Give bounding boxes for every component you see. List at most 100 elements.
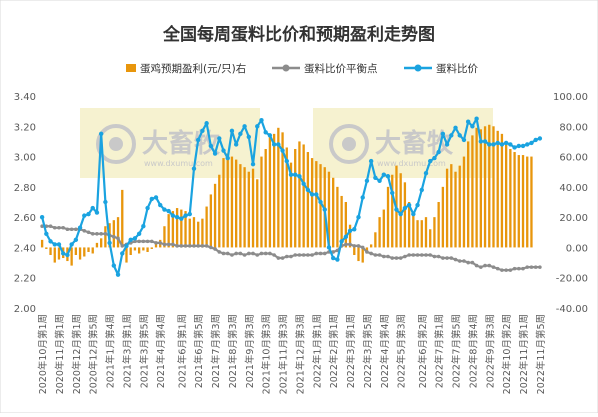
profit-bar bbox=[361, 247, 364, 263]
line-breakeven-point bbox=[116, 236, 120, 241]
line-ratio-point bbox=[82, 213, 87, 218]
profit-bar bbox=[521, 155, 525, 248]
line-breakeven-point bbox=[234, 251, 238, 256]
profit-bar bbox=[429, 229, 432, 248]
line-breakeven-point bbox=[500, 268, 504, 272]
line-breakeven-point bbox=[57, 225, 61, 230]
profit-bar bbox=[197, 221, 200, 248]
y-right-tick-label: -40.00 bbox=[556, 304, 588, 315]
line-ratio-point bbox=[444, 142, 450, 147]
line-ratio-point bbox=[347, 228, 353, 233]
profit-bar bbox=[256, 179, 259, 248]
profit-bar bbox=[234, 159, 238, 248]
line-breakeven-point bbox=[310, 253, 314, 257]
bars-profit bbox=[40, 124, 533, 266]
profit-bar bbox=[251, 168, 255, 248]
line-breakeven-point bbox=[187, 244, 192, 248]
line-ratio-point bbox=[525, 142, 530, 147]
line-breakeven-point bbox=[538, 265, 542, 269]
x-tick-label: 2021年11月第3周 bbox=[278, 314, 290, 394]
profit-bar bbox=[357, 247, 360, 262]
line-breakeven-point bbox=[242, 253, 247, 257]
profit-bar bbox=[268, 136, 272, 248]
line-breakeven-point bbox=[318, 251, 323, 256]
x-tick-label: 2020年12月第5周 bbox=[88, 314, 100, 394]
line-ratio-point bbox=[487, 142, 492, 147]
line-ratio-point bbox=[115, 272, 121, 277]
profit-bar bbox=[517, 155, 520, 248]
x-tick-label: 2022年7月第5周 bbox=[451, 314, 463, 388]
line-breakeven-point bbox=[204, 244, 209, 248]
line-breakeven-point bbox=[272, 253, 276, 257]
profit-bar bbox=[332, 177, 335, 248]
line-ratio-point bbox=[415, 202, 420, 208]
profit-bar bbox=[420, 220, 423, 248]
x-tick-label: 2021年9月第3周 bbox=[244, 314, 256, 388]
x-tick-label: 2020年12月第1周 bbox=[71, 314, 83, 394]
profit-bar bbox=[100, 238, 103, 248]
profit-bar bbox=[441, 186, 445, 248]
line-breakeven-point bbox=[441, 256, 445, 260]
line-breakeven-point bbox=[487, 263, 492, 268]
profit-bar bbox=[184, 211, 187, 248]
line-ratio-point bbox=[136, 231, 142, 236]
line-breakeven-point bbox=[386, 254, 390, 259]
line-ratio-point bbox=[301, 181, 306, 187]
line-ratio-point bbox=[432, 155, 437, 161]
profit-bar bbox=[513, 152, 516, 248]
line-breakeven-point bbox=[508, 268, 513, 272]
chart-title: 全国每周蛋料比价和预期盈利走势图 bbox=[162, 24, 435, 45]
y-right-tick-label: 100.00 bbox=[553, 92, 588, 103]
profit-bar bbox=[95, 242, 99, 248]
line-ratio-point bbox=[465, 119, 471, 124]
x-tick-label: 2022年1月第1周 bbox=[311, 314, 323, 388]
line-breakeven-point bbox=[390, 256, 395, 260]
profit-bar bbox=[277, 127, 280, 248]
line-ratio-point bbox=[411, 211, 416, 217]
x-tick-label: 2021年3月第1周 bbox=[121, 314, 133, 388]
line-breakeven-point bbox=[141, 239, 146, 244]
line-ratio-point bbox=[39, 214, 45, 220]
line-ratio-point bbox=[537, 136, 543, 141]
line-breakeven-point bbox=[453, 257, 458, 262]
profit-bar bbox=[57, 247, 61, 260]
profit-bar bbox=[327, 171, 331, 248]
profit-bar bbox=[310, 158, 314, 248]
line-breakeven-point bbox=[209, 245, 213, 250]
y-left-tick-label: 3.40 bbox=[14, 92, 36, 103]
profit-bar bbox=[391, 174, 394, 248]
x-tick-label: 2021年3月第5周 bbox=[138, 314, 150, 388]
line-breakeven-point bbox=[99, 232, 103, 236]
line-ratio-point bbox=[470, 124, 475, 129]
profit-bar bbox=[272, 133, 276, 248]
line-ratio-point bbox=[394, 207, 399, 212]
line-breakeven-point bbox=[398, 256, 403, 260]
profit-bar bbox=[424, 217, 428, 248]
line-ratio-point bbox=[461, 137, 467, 143]
line-ratio-point bbox=[419, 187, 424, 193]
line-ratio-point bbox=[200, 128, 205, 134]
line-breakeven-point bbox=[314, 251, 319, 256]
line-breakeven-point bbox=[360, 245, 365, 250]
line-ratio-point bbox=[335, 257, 340, 262]
x-tick-label: 2021年10月第3周 bbox=[261, 314, 273, 394]
line-ratio-point bbox=[162, 207, 167, 212]
line-breakeven-point bbox=[516, 266, 521, 271]
legend-swatch-bar bbox=[126, 64, 136, 72]
profit-bar bbox=[496, 130, 499, 248]
profit-bar bbox=[125, 247, 128, 263]
profit-bar bbox=[230, 156, 234, 248]
profit-bar bbox=[344, 202, 348, 248]
line-ratio-point bbox=[153, 195, 159, 200]
line-breakeven-point bbox=[356, 244, 361, 248]
y-left-tick-label: 3.00 bbox=[14, 153, 36, 164]
line-breakeven-point bbox=[263, 251, 268, 256]
line-breakeven-point bbox=[52, 225, 57, 230]
line-ratio-point bbox=[297, 174, 302, 179]
line-breakeven-point bbox=[192, 244, 196, 248]
line-breakeven-point bbox=[48, 224, 53, 229]
line-ratio-point bbox=[250, 161, 256, 167]
profit-bar bbox=[298, 141, 301, 248]
